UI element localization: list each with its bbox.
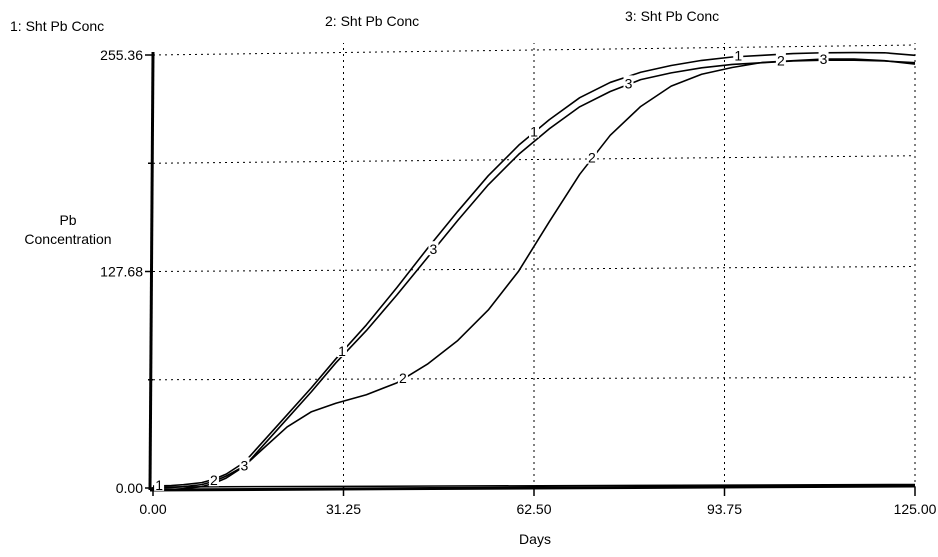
y-tick-label: 255.36 <box>100 47 143 63</box>
series-2-marker-bg <box>586 149 597 164</box>
series-2-marker: 2 <box>777 52 785 68</box>
series-2-marker: 2 <box>399 370 407 386</box>
series-2-marker: 2 <box>210 472 218 488</box>
series-3-marker: 3 <box>430 241 438 257</box>
y-grid-line <box>152 44 916 56</box>
y-grid-line <box>152 155 916 164</box>
x-tick-label: 0.00 <box>139 501 166 517</box>
y-tick-label: 0.00 <box>116 480 143 496</box>
series-3-line <box>152 59 916 491</box>
axes-layer <box>145 51 916 496</box>
series-3-marker-bg <box>428 241 439 256</box>
x-tick-label: 31.25 <box>326 501 361 517</box>
legend-label-2: 2: Sht Pb Conc <box>325 13 419 29</box>
series-2-marker-bg <box>775 52 786 67</box>
grid-layer <box>152 43 916 488</box>
series-1-line <box>152 51 916 487</box>
baseline-line <box>152 483 916 488</box>
series-2-marker: 2 <box>588 150 596 166</box>
legend-label-3: 3: Sht Pb Conc <box>625 8 719 24</box>
series-3-marker-bg <box>239 457 250 472</box>
series-3-marker: 3 <box>820 51 828 67</box>
series-2-marker-bg <box>397 370 408 385</box>
y-grid-line <box>152 266 916 272</box>
series-3-marker: 3 <box>241 457 249 473</box>
y-tick-label: 127.68 <box>100 264 143 280</box>
y-grid-line <box>152 376 916 381</box>
x-tick-label: 62.50 <box>516 501 551 517</box>
x-axis-line <box>149 484 916 492</box>
x-tick-label: 125.00 <box>894 501 937 517</box>
series-1-marker-bg <box>154 476 165 491</box>
legend-label-1: 1: Sht Pb Conc <box>10 18 104 34</box>
y-axis-label-line: Concentration <box>24 231 111 247</box>
y-axis-label: Pb Concentration <box>24 212 111 247</box>
series-3-marker-bg <box>623 75 634 90</box>
series-3-marker: 3 <box>625 75 633 91</box>
series-1-marker: 1 <box>530 123 538 139</box>
series-1-marker-bg <box>733 47 744 62</box>
series-layer <box>152 51 916 491</box>
x-axis-label: Days <box>519 531 551 547</box>
y-axis-label-line: Pb <box>59 212 76 228</box>
series-1-marker: 1 <box>338 343 346 359</box>
series-3-marker-bg <box>818 51 829 66</box>
series-1-marker: 1 <box>734 48 742 64</box>
x-tick-label: 93.75 <box>707 501 742 517</box>
series-2-marker-bg <box>208 472 219 487</box>
series-1-marker: 1 <box>155 477 163 493</box>
series-1-marker-bg <box>336 343 347 358</box>
series-1-marker-bg <box>529 123 539 138</box>
labels-layer: 0.00 127.68 255.36 0.00 31.25 62.50 93.75 125.0… <box>24 47 936 517</box>
